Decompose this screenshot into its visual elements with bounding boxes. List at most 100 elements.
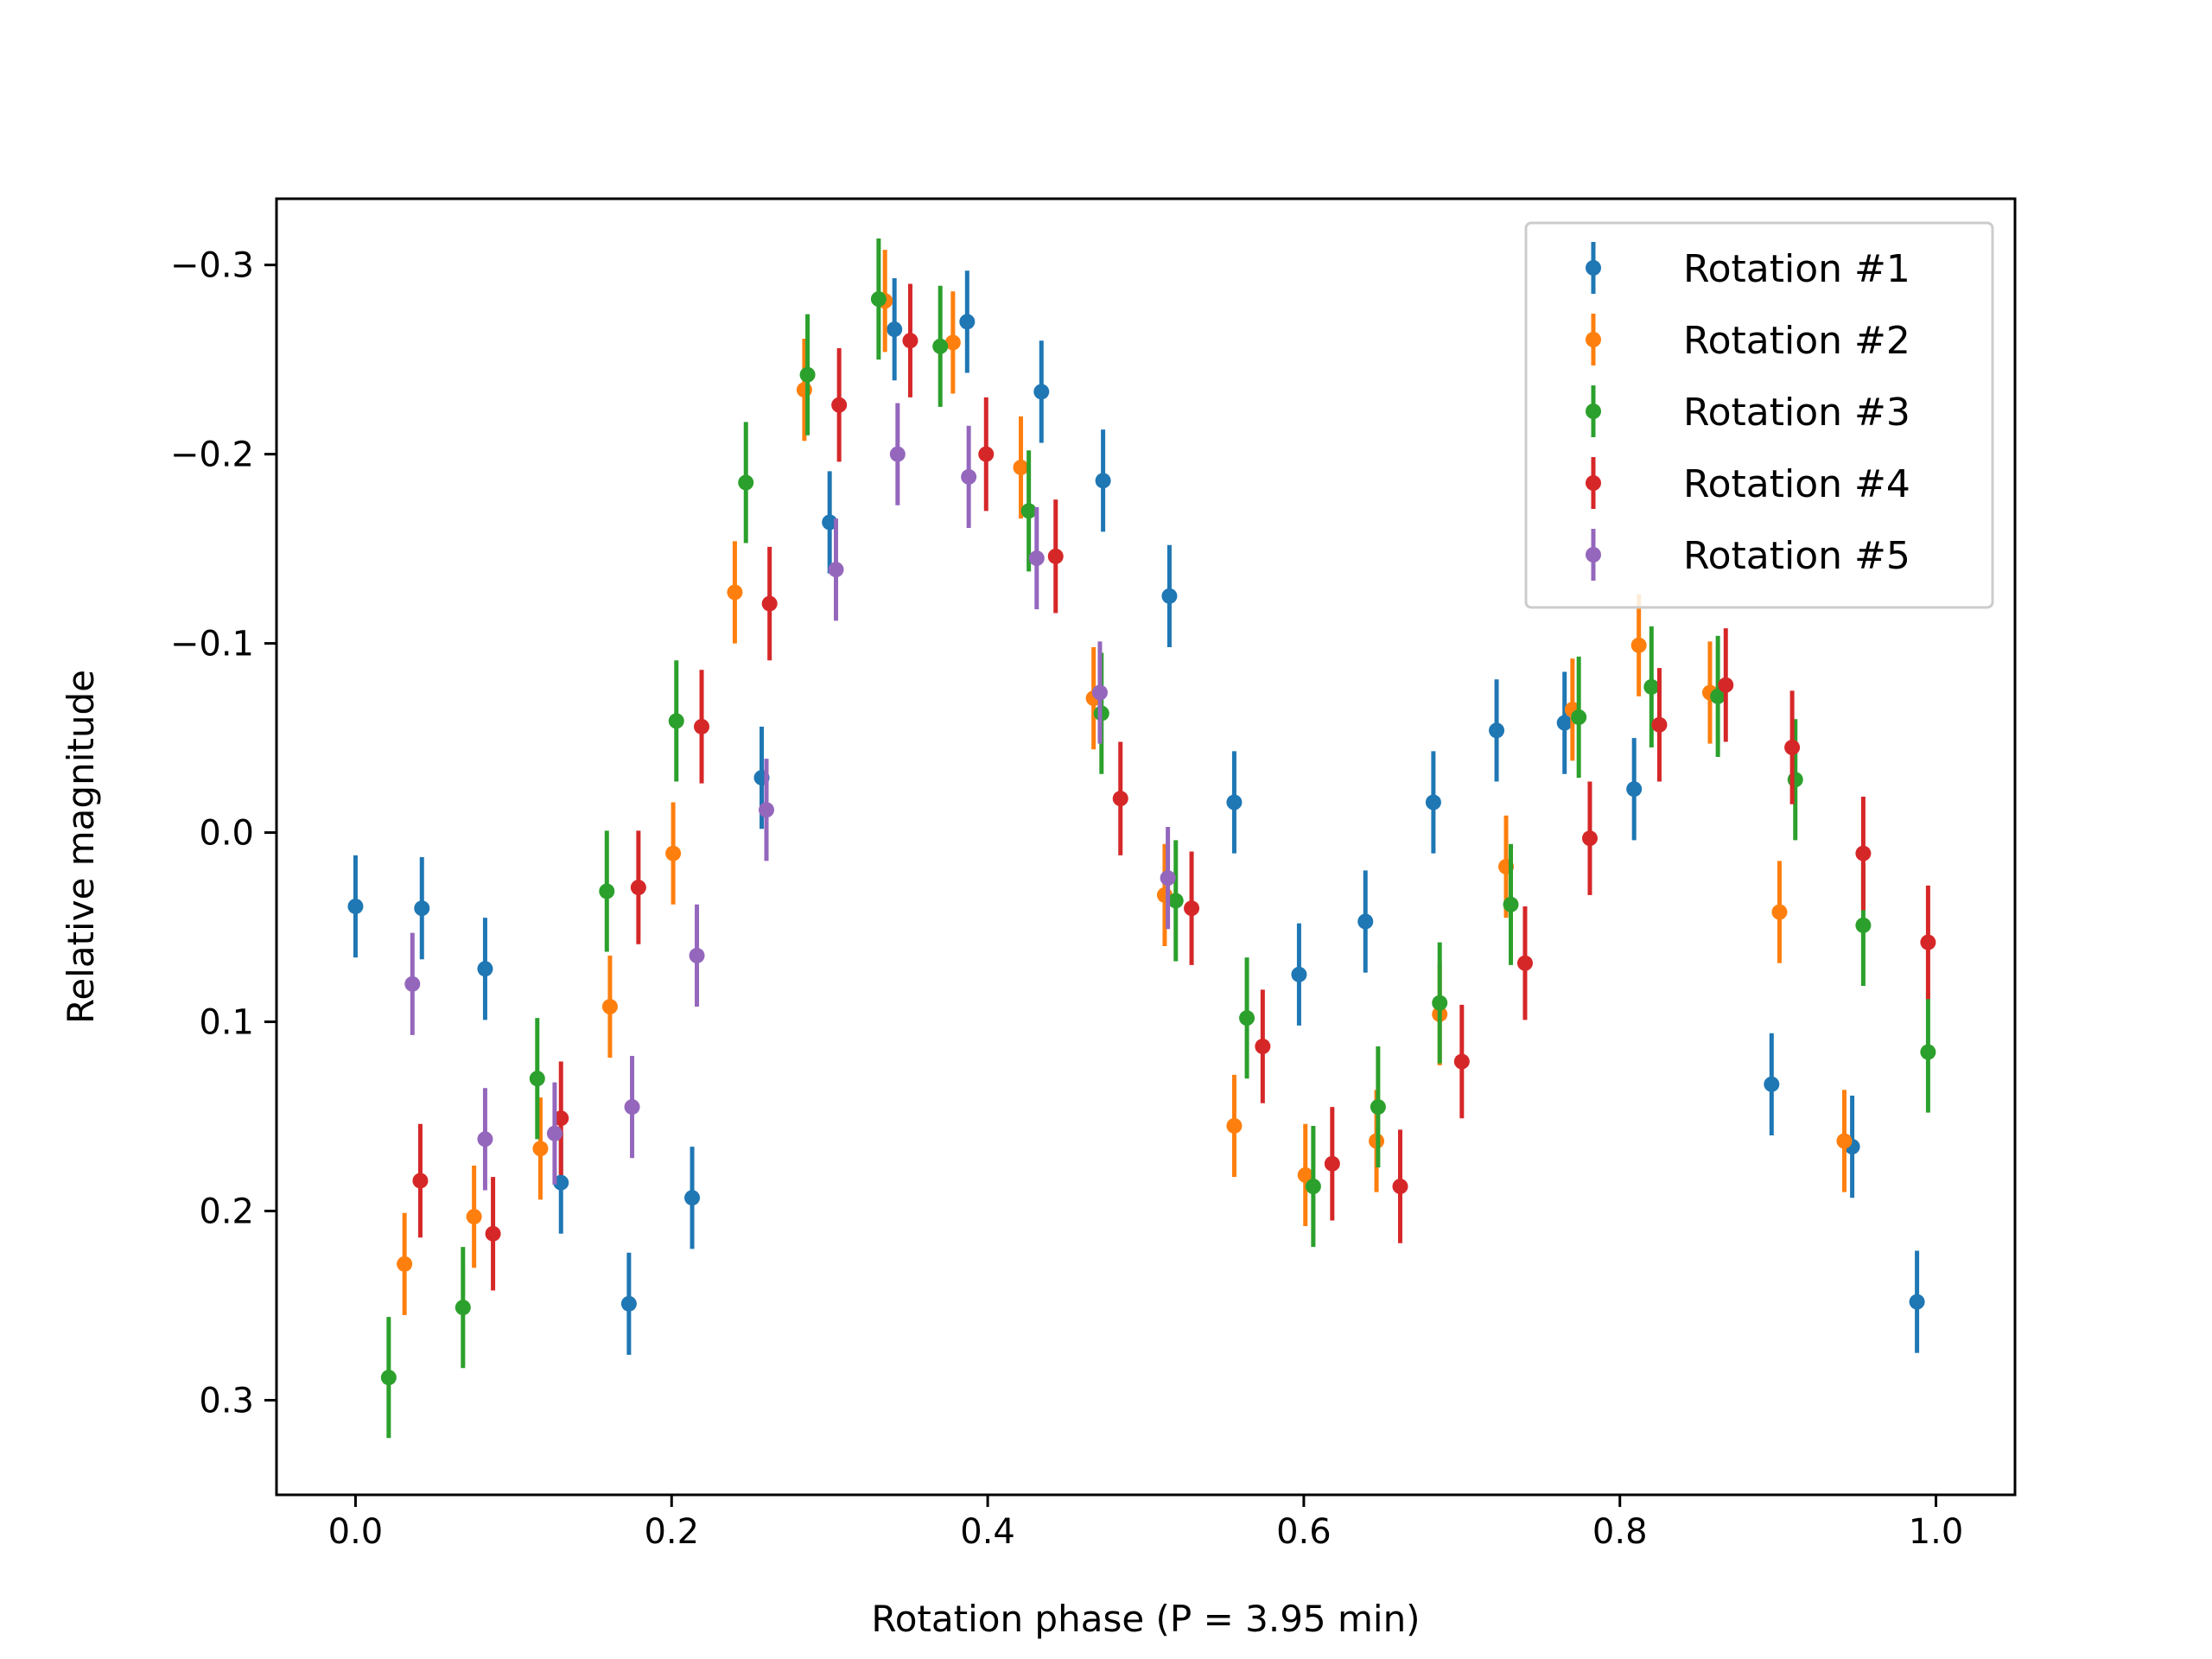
data-point bbox=[477, 961, 493, 977]
data-point bbox=[414, 900, 430, 917]
data-point bbox=[1028, 550, 1045, 567]
data-point bbox=[689, 947, 705, 963]
data-point bbox=[761, 595, 778, 612]
data-point bbox=[738, 474, 754, 491]
data-point bbox=[902, 333, 918, 349]
data-point bbox=[727, 584, 743, 601]
data-point bbox=[1297, 1166, 1313, 1183]
data-point bbox=[599, 883, 615, 899]
data-point bbox=[822, 514, 838, 531]
data-point bbox=[1112, 791, 1128, 807]
data-point bbox=[1239, 1010, 1255, 1027]
data-point bbox=[1581, 830, 1598, 847]
x-tick-label: 0.2 bbox=[644, 1512, 699, 1552]
data-point bbox=[397, 1255, 413, 1272]
data-point bbox=[796, 382, 812, 398]
x-tick-label: 1.0 bbox=[1909, 1512, 1964, 1552]
data-point bbox=[887, 321, 903, 338]
data-point bbox=[1160, 870, 1176, 887]
data-point bbox=[668, 713, 684, 729]
data-point bbox=[1516, 955, 1533, 971]
plot-area bbox=[347, 238, 1936, 1439]
data-point bbox=[1184, 900, 1200, 917]
data-point bbox=[694, 718, 710, 734]
data-point bbox=[1370, 1099, 1386, 1116]
data-point bbox=[1305, 1179, 1321, 1195]
legend: Rotation #1 Rotation #2 Rotation #3 Rotatio… bbox=[1524, 221, 1994, 609]
legend-label: Rotation #5 bbox=[1683, 534, 1910, 578]
data-point bbox=[624, 1099, 640, 1116]
legend-marker bbox=[1586, 475, 1601, 491]
data-point bbox=[1489, 722, 1505, 739]
data-point bbox=[1503, 896, 1519, 912]
data-point bbox=[1020, 503, 1037, 519]
data-point bbox=[485, 1225, 501, 1242]
data-point bbox=[1255, 1039, 1271, 1055]
data-point bbox=[1095, 473, 1111, 489]
data-point bbox=[1432, 995, 1448, 1011]
legend-box bbox=[1524, 221, 1994, 609]
data-point bbox=[1013, 459, 1029, 475]
data-point bbox=[1324, 1155, 1340, 1172]
y-tick-label: 0.1 bbox=[199, 1003, 254, 1043]
x-axis-label: Rotation phase (P = 3.95 min) bbox=[871, 1598, 1420, 1640]
data-point bbox=[831, 397, 848, 413]
data-point bbox=[978, 446, 995, 462]
series-rotation-5 bbox=[404, 403, 1176, 1191]
data-point bbox=[601, 999, 618, 1015]
data-point bbox=[1909, 1294, 1925, 1310]
y-axis-label: Relative magnitude bbox=[60, 670, 102, 1024]
data-point bbox=[961, 468, 977, 485]
data-point bbox=[1771, 904, 1788, 920]
x-tick-label: 0.8 bbox=[1592, 1512, 1648, 1552]
data-point bbox=[684, 1190, 701, 1206]
data-point bbox=[1556, 715, 1573, 731]
series-rotation-1 bbox=[347, 270, 1925, 1355]
data-point bbox=[1710, 688, 1726, 704]
series-rotation-3 bbox=[380, 238, 1936, 1439]
data-point bbox=[1161, 588, 1178, 604]
data-point bbox=[1855, 917, 1872, 933]
data-point bbox=[553, 1110, 569, 1127]
y-axis: −0.3 −0.2 −0.1 0.0 0.1 0.2 0.3 bbox=[170, 246, 276, 1421]
legend-label: Rotation #3 bbox=[1683, 391, 1910, 435]
data-point bbox=[1453, 1053, 1470, 1070]
legend-marker bbox=[1586, 332, 1601, 347]
x-axis: 0.0 0.2 0.4 0.6 0.8 1.0 bbox=[328, 1495, 1964, 1552]
y-tick-label: −0.1 bbox=[170, 625, 254, 664]
data-point bbox=[759, 802, 775, 818]
data-point bbox=[889, 446, 906, 462]
series-rotation-4 bbox=[412, 283, 1936, 1291]
data-point bbox=[1651, 716, 1668, 733]
data-point bbox=[665, 845, 682, 861]
data-point bbox=[529, 1071, 545, 1087]
data-point bbox=[630, 880, 646, 896]
data-point bbox=[1764, 1076, 1780, 1092]
series-rotation-2 bbox=[397, 250, 1853, 1315]
legend-marker bbox=[1586, 547, 1601, 563]
data-point bbox=[1836, 1133, 1853, 1149]
legend-marker bbox=[1586, 260, 1601, 276]
data-point bbox=[1571, 709, 1587, 725]
data-point bbox=[959, 314, 976, 330]
data-point bbox=[1787, 772, 1803, 788]
data-point bbox=[1091, 684, 1108, 701]
data-point bbox=[799, 366, 816, 383]
data-point bbox=[1291, 966, 1307, 982]
y-tick-label: 0.0 bbox=[199, 814, 254, 854]
legend-label: Rotation #4 bbox=[1683, 462, 1910, 506]
x-tick-label: 0.4 bbox=[960, 1512, 1015, 1552]
data-point bbox=[466, 1209, 482, 1225]
data-point bbox=[932, 338, 949, 354]
data-point bbox=[1855, 845, 1872, 861]
data-point bbox=[1718, 677, 1734, 693]
data-point bbox=[1626, 781, 1643, 798]
data-point bbox=[1643, 678, 1660, 695]
data-point bbox=[1167, 893, 1184, 909]
data-point bbox=[477, 1131, 493, 1147]
data-point bbox=[1357, 913, 1374, 930]
data-point bbox=[454, 1300, 471, 1316]
x-tick-label: 0.6 bbox=[1276, 1512, 1332, 1552]
data-point bbox=[620, 1295, 637, 1312]
